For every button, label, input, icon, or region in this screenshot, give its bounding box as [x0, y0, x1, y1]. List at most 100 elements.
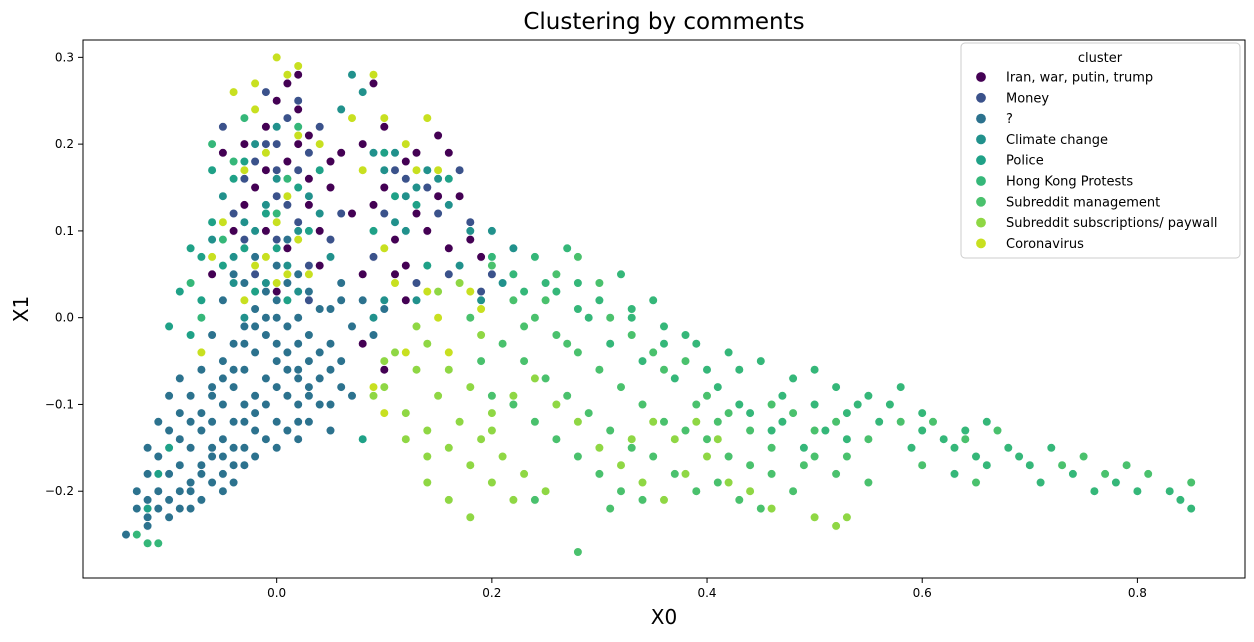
point-series-5: [691, 339, 701, 349]
point-series-1: [250, 269, 260, 279]
point-series-3: [250, 226, 260, 236]
point-series-5: [519, 287, 529, 297]
point-series-6: [519, 321, 529, 332]
point-series-2: [143, 521, 153, 531]
point-series-8: [476, 304, 486, 314]
point-series-2: [164, 469, 174, 479]
point-series-6: [799, 460, 809, 470]
point-series-2: [293, 417, 303, 427]
point-series-1: [272, 165, 282, 175]
point-series-2: [186, 443, 196, 453]
point-series-2: [207, 417, 217, 427]
point-series-1: [476, 287, 486, 297]
point-series-3: [411, 182, 422, 193]
point-series-6: [1078, 451, 1089, 462]
point-series-5: [777, 391, 788, 401]
point-series-3: [422, 165, 432, 175]
point-series-6: [659, 417, 669, 427]
point-series-0: [282, 78, 293, 88]
point-series-2: [164, 512, 174, 522]
point-series-2: [336, 356, 346, 366]
point-series-2: [207, 382, 217, 392]
point-series-2: [325, 399, 336, 410]
point-series-3: [207, 235, 217, 245]
point-series-2: [175, 460, 185, 470]
points-layer: [121, 52, 1196, 557]
point-series-4: [239, 243, 249, 253]
point-series-4: [229, 174, 239, 184]
point-series-3: [487, 226, 497, 236]
point-series-0: [401, 156, 411, 167]
point-series-1: [261, 139, 271, 149]
point-series-5: [842, 408, 852, 418]
point-series-2: [293, 365, 303, 375]
point-series-5: [659, 321, 669, 332]
point-series-5: [637, 356, 648, 366]
point-series-8: [315, 139, 325, 149]
y-tick-label: 0.2: [55, 137, 74, 151]
point-series-5: [573, 304, 583, 314]
point-series-7: [519, 469, 529, 479]
point-series-2: [186, 417, 196, 427]
point-series-5: [530, 252, 540, 262]
point-series-2: [304, 287, 314, 297]
point-series-6: [637, 495, 648, 505]
point-series-6: [831, 417, 841, 427]
point-series-5: [874, 417, 884, 427]
point-series-8: [379, 243, 389, 253]
point-series-6: [670, 469, 680, 479]
point-series-2: [282, 365, 293, 375]
x-tick-label: 0.6: [913, 586, 932, 600]
point-series-6: [745, 425, 755, 436]
point-series-7: [411, 321, 422, 332]
point-series-0: [293, 139, 303, 149]
point-series-2: [272, 261, 282, 271]
point-series-6: [540, 295, 551, 305]
point-series-2: [196, 469, 206, 479]
point-series-0: [315, 261, 325, 271]
point-series-6: [551, 434, 562, 444]
point-series-6: [605, 504, 615, 514]
point-series-2: [239, 443, 249, 453]
point-series-5: [863, 391, 874, 401]
point-series-2: [315, 347, 325, 358]
point-series-5: [949, 469, 960, 479]
point-series-2: [196, 495, 206, 505]
point-series-2: [175, 373, 185, 384]
point-series-3: [368, 313, 379, 323]
point-series-6: [1100, 469, 1110, 479]
point-series-3: [444, 200, 454, 210]
point-series-0: [239, 200, 249, 210]
point-series-2: [175, 408, 185, 418]
point-series-2: [207, 330, 217, 340]
point-series-0: [272, 96, 282, 106]
point-series-5: [982, 417, 992, 427]
point-series-2: [229, 443, 239, 453]
point-series-0: [282, 156, 293, 167]
point-series-0: [347, 208, 357, 219]
point-series-4: [379, 148, 389, 158]
point-series-1: [239, 235, 249, 245]
point-series-6: [831, 469, 841, 479]
point-series-2: [207, 477, 217, 488]
point-series-5: [1003, 443, 1013, 453]
point-series-7: [433, 391, 443, 401]
point-series-5: [777, 417, 788, 427]
point-series-8: [239, 165, 249, 175]
point-series-2: [196, 408, 206, 418]
point-series-7: [411, 365, 422, 375]
point-series-6: [605, 425, 615, 436]
point-series-4: [272, 243, 282, 253]
point-series-8: [422, 113, 432, 123]
point-series-2: [250, 252, 260, 262]
point-series-6: [788, 408, 798, 418]
point-series-8: [347, 113, 357, 123]
point-series-2: [379, 304, 389, 314]
point-series-1: [250, 156, 260, 167]
point-series-4: [186, 243, 196, 253]
point-series-7: [702, 451, 712, 462]
point-series-2: [325, 339, 336, 349]
point-series-7: [508, 391, 519, 401]
